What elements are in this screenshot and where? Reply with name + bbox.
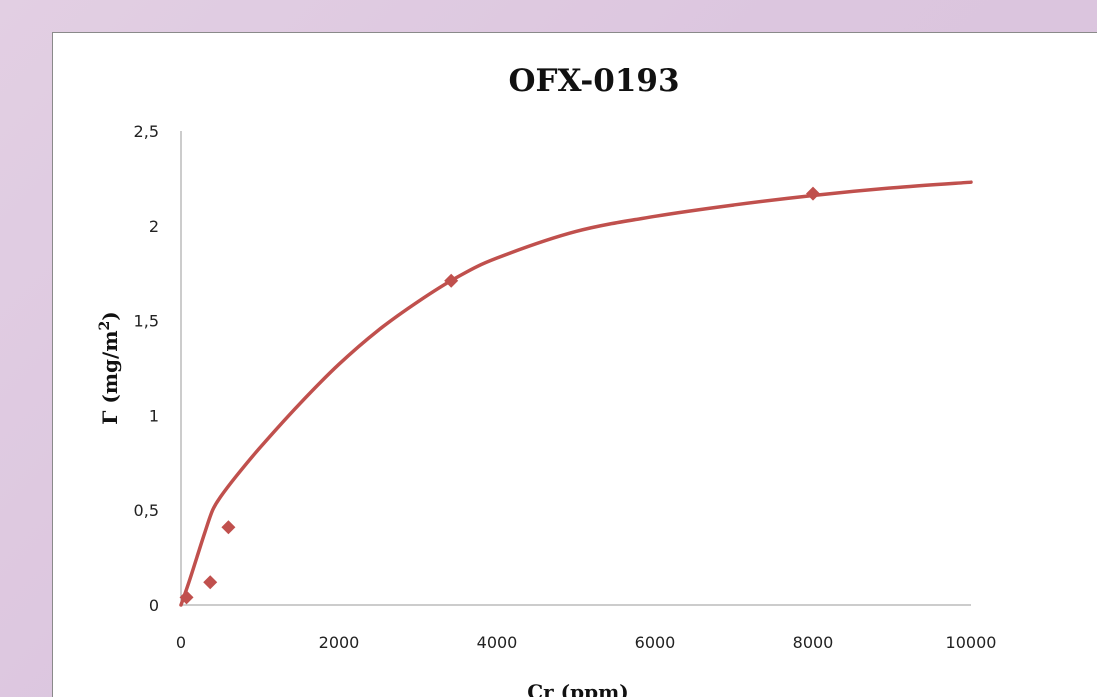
x-tick-label: 8000 — [793, 633, 834, 652]
chart-title: OFX-0193 — [508, 63, 679, 99]
x-tick-label: 4000 — [477, 633, 518, 652]
y-tick-label: 1,5 — [134, 312, 159, 331]
y-tick-label: 2,5 — [134, 122, 159, 141]
x-tick-label: 0 — [176, 633, 186, 652]
data-points — [179, 186, 820, 605]
y-axis-title: Γ (mg/m2) — [97, 311, 122, 424]
x-tick-label: 2000 — [319, 633, 360, 652]
data-point-marker — [179, 590, 194, 605]
y-tick-label: 0 — [149, 596, 159, 615]
y-tick-label: 0,5 — [134, 501, 159, 520]
data-point-marker — [806, 186, 820, 201]
x-axis-title: Cr (ppm) — [527, 680, 628, 697]
chart-svg: OFX-0193 0 0,5 1 1,5 2 2,5 0 2000 4000 6000 8000 1… — [97, 63, 997, 697]
y-tick-label: 1 — [149, 406, 159, 425]
chart-panel: OFX-0193 0 0,5 1 1,5 2 2,5 0 2000 4000 6000 8000 1… — [52, 32, 1097, 697]
y-tick-label: 2 — [149, 217, 159, 236]
data-point-marker — [444, 273, 459, 288]
x-tick-label: 10000 — [946, 633, 997, 652]
x-axis-ticks: 0 2000 4000 6000 8000 10000 — [176, 633, 997, 652]
data-point-marker — [221, 520, 236, 535]
fit-curve — [179, 180, 973, 607]
y-axis-title-superscript: 2 — [97, 321, 113, 331]
x-tick-label: 6000 — [635, 633, 676, 652]
data-point-marker — [203, 575, 218, 590]
y-axis-ticks: 0 0,5 1 1,5 2 2,5 — [134, 122, 159, 615]
